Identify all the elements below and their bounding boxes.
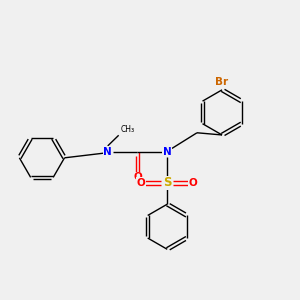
Text: CH₃: CH₃ [120, 125, 134, 134]
Text: O: O [189, 178, 198, 188]
Text: Br: Br [215, 77, 229, 87]
Text: S: S [163, 176, 172, 189]
Text: O: O [137, 178, 146, 188]
Text: O: O [133, 172, 142, 182]
Text: N: N [163, 147, 172, 157]
Text: N: N [103, 147, 112, 157]
